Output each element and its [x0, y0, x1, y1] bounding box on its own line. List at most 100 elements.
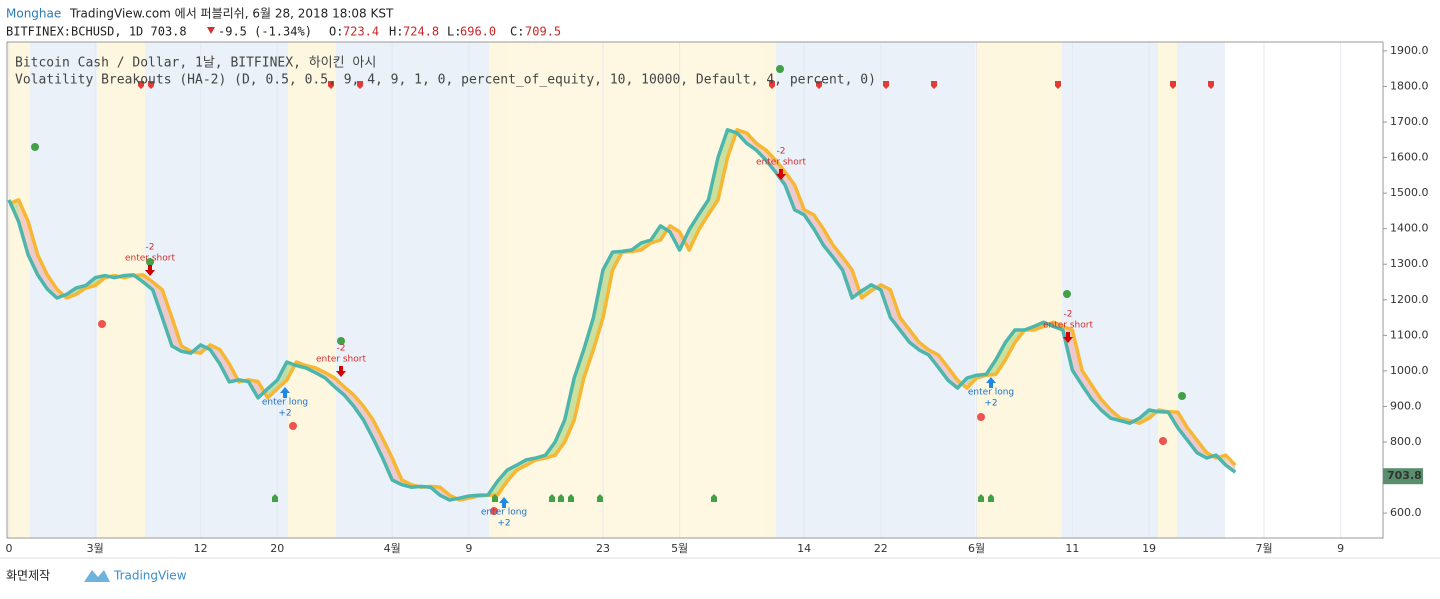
logo	[84, 570, 110, 582]
y-tick-label: 1000.0	[1390, 364, 1429, 377]
h-label: H:	[389, 25, 403, 39]
band	[1177, 42, 1225, 538]
band	[1158, 42, 1177, 538]
signal-text: enter short	[125, 254, 175, 264]
band	[489, 42, 776, 538]
fill-band	[373, 419, 383, 458]
header: Monghae TradingView.com 에서 퍼블리쉬, 6월 28, …	[6, 7, 561, 39]
last-price-box	[1383, 468, 1423, 485]
brand[interactable]: TradingView	[113, 569, 187, 583]
legend-study: Volatility Breakouts (HA-2) (D, 0.5, 0.5…	[15, 73, 876, 88]
x-tick-label: 9	[1337, 542, 1344, 555]
signal-text: enter short	[1043, 321, 1093, 331]
signal-text: enter long	[262, 398, 308, 408]
x-tick-label: 9	[465, 542, 472, 555]
fill-band	[813, 214, 824, 246]
down-arrow	[207, 27, 215, 34]
band	[145, 42, 288, 538]
fill-band	[832, 245, 843, 270]
dot	[776, 65, 784, 73]
last-price: 703.8	[1387, 469, 1422, 482]
x-tick-label: 19	[1142, 542, 1156, 555]
x-tick-label: 20	[270, 542, 284, 555]
y-tick-label: 1100.0	[1390, 328, 1429, 341]
dot	[289, 422, 297, 430]
band	[975, 42, 1062, 538]
dot	[31, 143, 39, 151]
short-arrow	[336, 366, 346, 377]
band	[30, 42, 97, 538]
low: 696.0	[460, 25, 496, 39]
y-tick-label: 1800.0	[1390, 79, 1429, 92]
author[interactable]: Monghae	[6, 7, 61, 21]
band	[97, 42, 145, 538]
axes: 600.0700.0800.0900.01000.01100.01200.013…	[6, 44, 1429, 555]
dot	[1159, 437, 1167, 445]
dot	[146, 258, 154, 266]
made-by: 화면제작	[6, 569, 50, 583]
y-tick-label: 1300.0	[1390, 257, 1429, 270]
signal-text: enter long	[968, 388, 1014, 398]
open: 723.4	[343, 25, 379, 39]
x-tick-label: 4월	[384, 542, 401, 555]
band	[1062, 42, 1158, 538]
fill-band	[162, 289, 172, 346]
regime-bands	[7, 42, 1225, 538]
signal-label: +2	[984, 399, 997, 409]
signal-label: +2	[497, 519, 510, 529]
fill-band	[938, 354, 948, 381]
o-label: O:	[329, 25, 343, 39]
signal-label: -2	[146, 243, 155, 253]
legend-symbol: Bitcoin Cash / Dollar, 1날, BITFINEX, 하이킨…	[15, 56, 376, 71]
x-tick-label: 12	[194, 542, 208, 555]
fill-band	[583, 317, 594, 378]
high: 724.8	[403, 25, 439, 39]
signal-text: enter long	[481, 508, 527, 518]
change: -9.5 (-1.34%)	[218, 25, 312, 39]
y-tick-label: 1900.0	[1390, 44, 1429, 57]
signal-dots	[31, 65, 1186, 515]
dot	[977, 413, 985, 421]
dot	[490, 507, 498, 515]
dot	[1063, 290, 1071, 298]
signal-label: -2	[337, 344, 346, 354]
l-label: L:	[447, 25, 461, 39]
signal-text: enter short	[316, 355, 366, 365]
short-arrow	[776, 169, 786, 180]
dot	[1178, 392, 1186, 400]
x-tick-label: 3월	[87, 542, 104, 555]
band	[336, 42, 489, 538]
y-tick-label: 1600.0	[1390, 151, 1429, 164]
signal-text: enter short	[756, 158, 806, 168]
y-tick-label: 1200.0	[1390, 293, 1429, 306]
plot-border	[6, 41, 1384, 539]
dot	[98, 320, 106, 328]
x-tick-label: 23	[596, 542, 610, 555]
x-tick-label: 22	[874, 542, 888, 555]
fill-band	[1187, 427, 1197, 453]
y-tick-label: 1700.0	[1390, 115, 1429, 128]
fill-band	[1082, 370, 1092, 400]
y-tick-label: 600.0	[1390, 506, 1422, 519]
signal-label: +2	[278, 409, 291, 419]
long-arrow	[986, 377, 996, 388]
x-tick-label: 11	[1065, 542, 1079, 555]
fill-band	[698, 199, 709, 230]
y-tick-label: 1400.0	[1390, 222, 1429, 235]
dot	[337, 337, 345, 345]
band	[7, 42, 30, 538]
y-tick-label: 800.0	[1390, 435, 1422, 448]
x-tick-label: 0	[6, 542, 13, 555]
long-arrow	[280, 387, 290, 398]
band	[288, 42, 336, 538]
long-arrow	[499, 497, 509, 508]
symbol: BITFINEX:BCHUSD, 1D 703.8	[6, 25, 187, 39]
y-tick-label: 900.0	[1390, 399, 1422, 412]
c-label: C:	[510, 25, 524, 39]
signal-label: -2	[1064, 310, 1073, 320]
fill-band	[382, 438, 393, 481]
footer: 화면제작 TradingView	[6, 569, 187, 583]
published: TradingView.com 에서 퍼블리쉬, 6월 28, 2018 18:…	[69, 7, 394, 21]
